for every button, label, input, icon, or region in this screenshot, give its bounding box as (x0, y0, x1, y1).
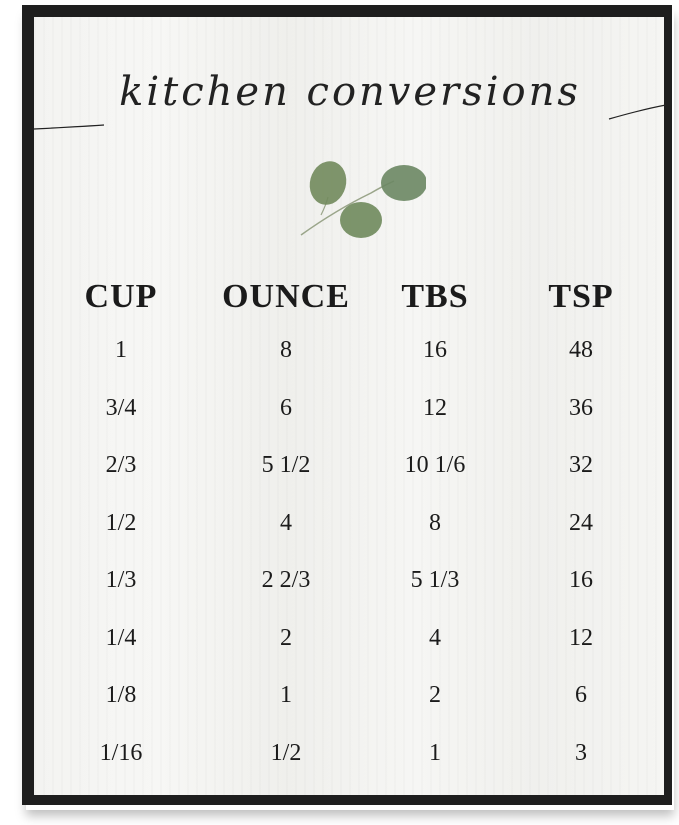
chart-title: kitchen conversions (119, 69, 581, 115)
cell: 36 (569, 394, 593, 421)
cell: 1/3 (105, 567, 137, 593)
cell: 2 2/3 (261, 567, 311, 593)
cell: 1/4 (105, 624, 137, 651)
cell: 48 (569, 337, 593, 363)
cell: 4 (280, 509, 292, 536)
cell: 12 (569, 624, 593, 651)
cell: 1 (280, 682, 292, 708)
cell: 32 (569, 452, 593, 478)
cell: 1/2 (105, 509, 137, 536)
picture-frame: kitchen conversions CUP 1 3/4 2/3 1/2 1/… (22, 5, 672, 805)
column-ounce: OUNCE 8 6 5 1/2 4 2 2/3 2 1 1/2 (204, 272, 368, 782)
header-tbs: TBS (401, 278, 469, 315)
cell: 6 (280, 394, 292, 421)
cell: 2 (280, 624, 292, 651)
print-panel: kitchen conversions CUP 1 3/4 2/3 1/2 1/… (34, 17, 666, 795)
cell: 24 (569, 509, 593, 536)
cell: 3 (575, 739, 587, 766)
column-tsp: TSP 48 36 32 24 16 12 6 3 (506, 272, 656, 782)
header-tsp: TSP (548, 278, 614, 315)
cell: 2 (429, 682, 441, 708)
cell: 16 (423, 337, 447, 363)
cell: 4 (429, 624, 441, 651)
header-ounce: OUNCE (222, 278, 350, 315)
cell: 1 (429, 739, 441, 766)
cell: 12 (423, 394, 447, 421)
cell: 2/3 (105, 452, 137, 478)
wood-texture (34, 17, 664, 795)
header-cup: CUP (84, 278, 158, 315)
cell: 6 (575, 682, 587, 708)
cell: 1/8 (105, 682, 137, 708)
cell: 1/2 (270, 739, 302, 766)
column-tbs: TBS 16 12 10 1/6 8 5 1/3 4 2 1 (360, 272, 510, 782)
cell: 8 (280, 337, 292, 363)
cell: 3/4 (105, 394, 137, 421)
eucalyptus-leaves-icon (300, 161, 426, 238)
cell: 10 1/6 (404, 452, 466, 478)
cell: 5 1/2 (261, 452, 311, 478)
title-flourish-line (34, 104, 666, 130)
cell: 1/16 (99, 739, 143, 766)
column-cup: CUP 1 3/4 2/3 1/2 1/3 1/4 1/8 1/16 (46, 272, 196, 782)
cell: 8 (429, 509, 441, 536)
cell: 5 1/3 (410, 567, 460, 593)
cell: 1 (115, 337, 127, 363)
cell: 16 (569, 567, 593, 593)
